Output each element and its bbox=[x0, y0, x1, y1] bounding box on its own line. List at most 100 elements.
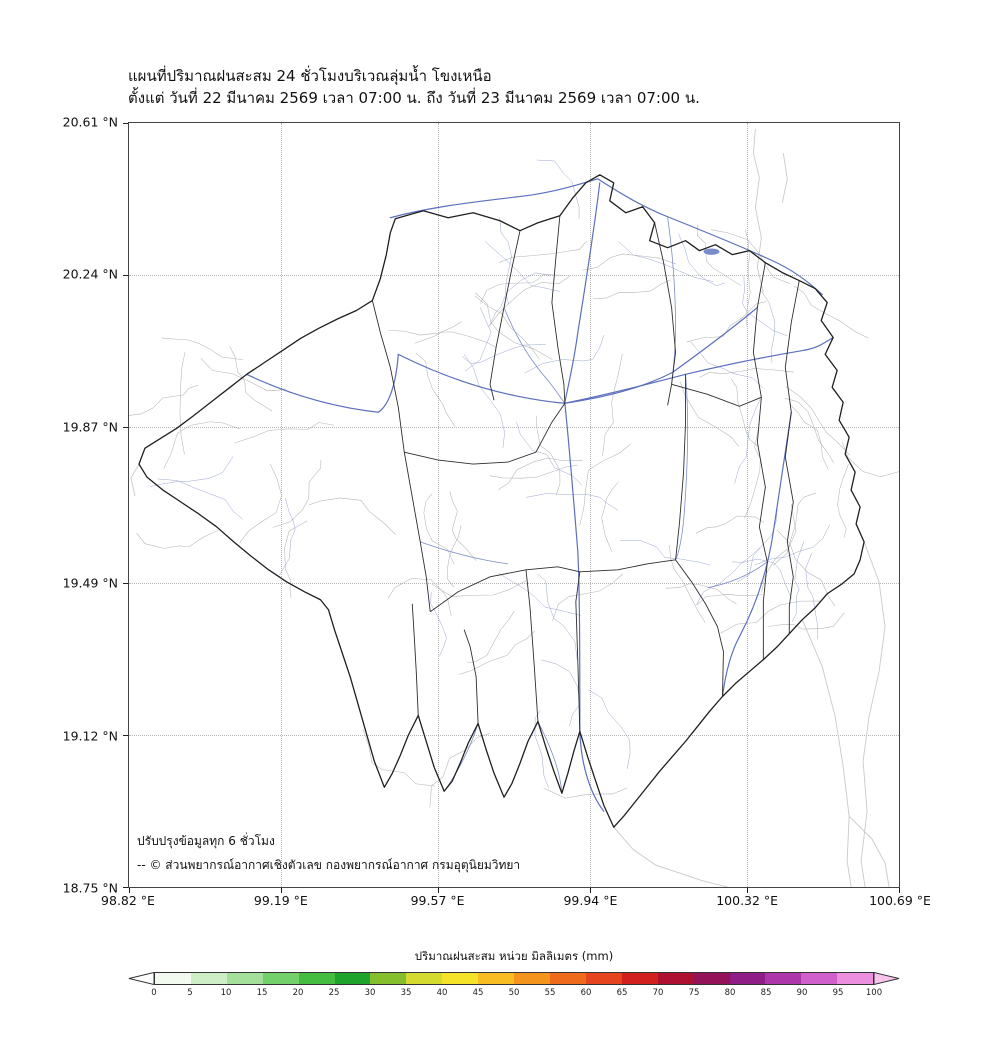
stream-line bbox=[464, 354, 505, 448]
lat-tick-label: 20.61 °N bbox=[62, 114, 118, 130]
axis-tick-mark bbox=[129, 888, 130, 893]
river bbox=[564, 306, 758, 404]
stream-line bbox=[697, 224, 742, 286]
stream-line bbox=[794, 286, 869, 339]
lon-tick-label: 100.69 °E bbox=[869, 893, 931, 908]
gridline-vertical bbox=[590, 123, 592, 887]
river bbox=[564, 402, 605, 812]
map-title: แผนที่ปริมาณฝนสะสม 24 ชั่วโมงบริเวณลุ่มน… bbox=[128, 67, 492, 85]
axis-tick-mark bbox=[123, 123, 128, 124]
subbasin-boundary bbox=[525, 569, 539, 722]
axis-tick-mark bbox=[123, 734, 128, 736]
stream-line bbox=[163, 421, 241, 469]
axis-tick-mark bbox=[437, 888, 439, 893]
outer-region-boundaries bbox=[130, 128, 890, 887]
gridline-vertical bbox=[281, 123, 283, 887]
basin-map-canvas bbox=[129, 128, 899, 887]
stream-line bbox=[464, 307, 492, 372]
faint-boundary bbox=[801, 619, 852, 887]
axis-tick-mark bbox=[590, 888, 592, 893]
colorbar-segment bbox=[657, 973, 694, 984]
faint-boundary bbox=[130, 463, 140, 497]
stream-line bbox=[669, 544, 706, 623]
stream-line bbox=[537, 573, 578, 661]
stream-line bbox=[499, 240, 588, 263]
stream-line bbox=[742, 276, 788, 337]
river bbox=[675, 374, 689, 561]
stream-line bbox=[284, 520, 308, 598]
stream-line bbox=[666, 583, 737, 605]
stream-line bbox=[272, 459, 322, 528]
stream-line bbox=[489, 272, 551, 326]
gridline-horizontal bbox=[129, 275, 899, 277]
map-subtitle: ตั้งแต่ วันที่ 22 มีนาคม 2569 เวลา 07:00… bbox=[128, 88, 700, 107]
colorbar-extend-left-arrow bbox=[128, 972, 154, 985]
stream-line bbox=[791, 541, 805, 622]
stream-line bbox=[785, 386, 851, 456]
stream-line bbox=[711, 229, 790, 284]
river bbox=[564, 336, 834, 404]
stream-line bbox=[136, 529, 219, 549]
colorbar-tick-label: 60 bbox=[580, 988, 592, 998]
stream-line bbox=[488, 275, 571, 327]
lat-axis: 20.61 °N 20.24 °N 19.87 °N 19.49 °N 19.12 °N… bbox=[0, 115, 124, 896]
stream-line bbox=[200, 358, 287, 392]
subbasin-boundary bbox=[675, 374, 687, 560]
colorbar-segment bbox=[693, 973, 730, 984]
colorbar-tick-label: 30 bbox=[364, 988, 376, 998]
subbasin-boundary bbox=[463, 629, 479, 724]
main-rivers bbox=[246, 178, 834, 812]
stream-network-gray bbox=[129, 224, 899, 808]
update-frequency-note: ปรับปรุงข้อมูลทุก 6 ชั่วโมง bbox=[137, 834, 275, 848]
stream-line bbox=[498, 573, 581, 616]
stream-line bbox=[744, 427, 761, 519]
colorbar-tick-label: 40 bbox=[436, 988, 448, 998]
colorbar-tick-label: 90 bbox=[796, 988, 808, 998]
stream-line bbox=[776, 529, 836, 606]
stream-line bbox=[767, 612, 845, 630]
colorbar-segment bbox=[801, 973, 838, 984]
lat-tick-label: 18.75 °N bbox=[62, 880, 118, 896]
subbasin-boundary bbox=[784, 280, 800, 634]
subbasin-boundary bbox=[489, 230, 521, 401]
faint-boundary bbox=[613, 826, 728, 887]
colorbar-tick-label: 65 bbox=[616, 988, 628, 998]
colorbar-segment bbox=[837, 973, 874, 984]
colorbar-segment bbox=[334, 973, 371, 984]
colorbar-segment bbox=[155, 973, 191, 984]
stream-line bbox=[536, 159, 580, 220]
stream-line bbox=[842, 442, 899, 478]
minor-rivers bbox=[420, 216, 768, 794]
stream-line bbox=[696, 593, 763, 606]
colorbar-segment bbox=[765, 973, 802, 984]
stream-line bbox=[734, 398, 761, 484]
reservoir bbox=[703, 248, 720, 255]
stream-line bbox=[789, 403, 829, 470]
stream-line bbox=[620, 540, 711, 566]
stream-line bbox=[593, 279, 672, 300]
stream-line bbox=[480, 274, 564, 304]
subbasin-boundary bbox=[579, 559, 676, 573]
subbasin-boundary bbox=[404, 403, 566, 465]
axis-tick-mark bbox=[281, 888, 283, 893]
lon-tick-label: 100.32 °E bbox=[716, 893, 779, 908]
colorbar-segment bbox=[406, 973, 443, 984]
subbasin-boundary bbox=[551, 215, 566, 404]
colorbar-segment bbox=[298, 973, 335, 984]
stream-line bbox=[229, 345, 273, 412]
river bbox=[707, 561, 768, 589]
colorbar: ปริมาณฝนสะสม หน่วย มิลลิเมตร (mm) 0 5 10 15… bbox=[128, 948, 900, 1002]
stream-line bbox=[387, 578, 452, 616]
stream-line bbox=[489, 464, 578, 479]
colorbar-segment bbox=[549, 973, 586, 984]
colorbar-segment bbox=[514, 973, 550, 984]
colorbar-tick-label: 25 bbox=[328, 988, 340, 998]
gridline-horizontal bbox=[129, 582, 899, 584]
gridline-vertical bbox=[437, 123, 439, 887]
lon-tick-label: 99.94 °E bbox=[563, 893, 618, 908]
stream-line bbox=[699, 368, 794, 378]
lon-tick-label: 99.19 °E bbox=[253, 893, 308, 908]
river bbox=[564, 182, 601, 403]
subbasin-boundary bbox=[675, 559, 724, 697]
stream-line bbox=[467, 610, 515, 663]
